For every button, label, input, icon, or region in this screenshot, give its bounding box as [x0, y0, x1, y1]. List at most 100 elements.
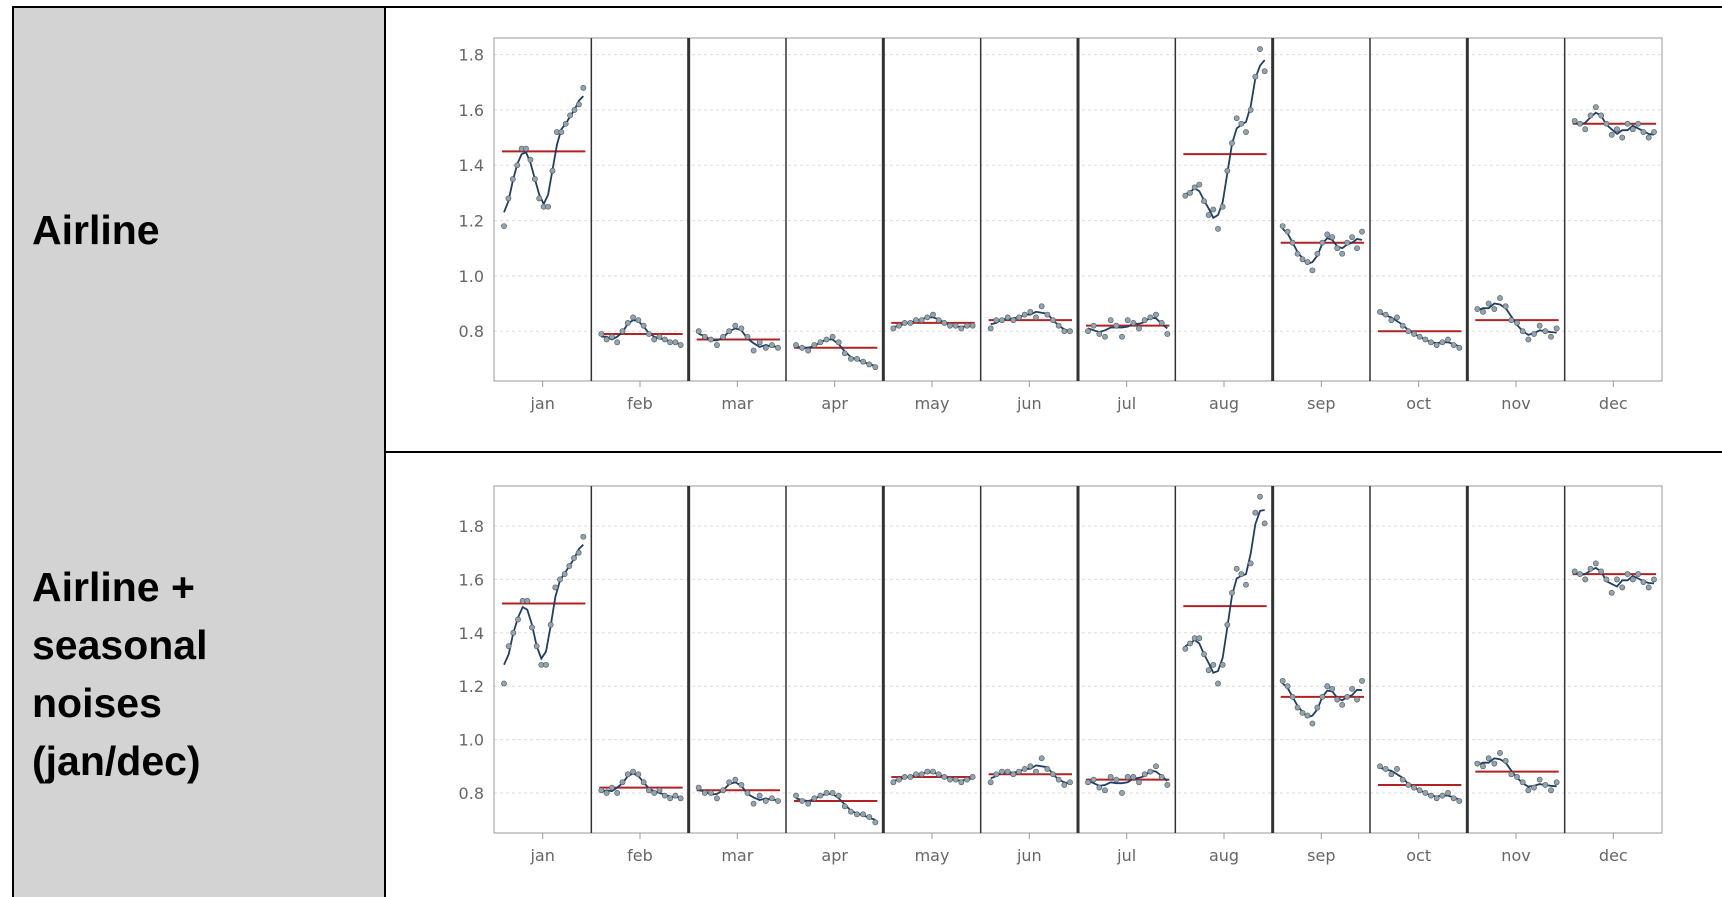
- data-point: [775, 798, 781, 804]
- data-point: [913, 771, 919, 778]
- data-point: [1334, 245, 1341, 252]
- data-point: [805, 347, 812, 354]
- data-point: [1603, 120, 1610, 127]
- data-point: [1334, 696, 1341, 703]
- data-point: [1205, 212, 1212, 218]
- data-point: [701, 790, 708, 796]
- data-point: [714, 342, 720, 348]
- data-point: [1136, 779, 1142, 786]
- month-panel-aug: [1182, 493, 1268, 687]
- y-tick-label: 1.8: [459, 46, 484, 65]
- data-point: [656, 787, 663, 794]
- data-point: [848, 808, 854, 815]
- data-point: [529, 624, 535, 631]
- data-point: [1243, 581, 1249, 588]
- data-point: [1201, 198, 1207, 205]
- month-panel-jun: [987, 303, 1073, 335]
- data-point: [866, 814, 873, 820]
- data-point: [1416, 333, 1423, 340]
- data-point: [1243, 129, 1249, 135]
- data-point: [738, 782, 745, 788]
- data-point: [1542, 328, 1549, 335]
- data-point: [1354, 245, 1360, 252]
- data-point: [1571, 118, 1578, 124]
- data-point: [1508, 317, 1515, 324]
- data-point: [1491, 760, 1498, 767]
- x-tick-label: jul: [1116, 846, 1136, 865]
- data-point: [624, 771, 631, 778]
- row-label-line: (jan/dec): [32, 738, 201, 784]
- data-point: [619, 328, 626, 335]
- data-point: [1261, 68, 1268, 75]
- data-point: [1388, 771, 1395, 778]
- y-tick-label: 1.2: [459, 677, 484, 696]
- data-point: [999, 768, 1005, 775]
- data-point: [1016, 314, 1022, 321]
- data-point: [756, 792, 763, 799]
- data-point: [1299, 709, 1306, 716]
- data-point: [866, 361, 873, 368]
- data-point: [1619, 134, 1626, 141]
- data-point: [935, 771, 942, 778]
- data-point: [1247, 560, 1254, 567]
- data-point: [1399, 776, 1406, 783]
- data-point: [1519, 779, 1526, 786]
- trend-line: [1574, 566, 1655, 588]
- data-point: [677, 342, 684, 348]
- data-point: [726, 779, 733, 786]
- data-point: [1102, 787, 1108, 794]
- data-point: [1153, 763, 1159, 770]
- data-point: [1153, 311, 1159, 318]
- data-point: [1339, 701, 1346, 708]
- data-point: [1224, 621, 1231, 628]
- data-point: [1405, 328, 1412, 335]
- data-point: [533, 643, 540, 650]
- data-point: [1304, 259, 1311, 265]
- data-point: [1124, 317, 1131, 324]
- data-point: [514, 162, 521, 169]
- data-point: [1164, 782, 1171, 788]
- data-point: [1090, 322, 1097, 329]
- data-point: [667, 339, 673, 346]
- data-point: [609, 784, 615, 791]
- month-panel-feb: [598, 768, 684, 802]
- data-point: [1158, 774, 1165, 780]
- data-point: [1491, 306, 1498, 312]
- data-point: [720, 787, 726, 794]
- data-point: [793, 342, 799, 348]
- data-point: [1187, 640, 1193, 647]
- data-point: [918, 771, 925, 778]
- data-point: [1021, 311, 1028, 318]
- y-tick-label: 1.4: [459, 156, 484, 175]
- data-point: [1349, 685, 1355, 692]
- data-point: [1238, 571, 1245, 577]
- y-tick-label: 1.0: [459, 731, 484, 750]
- data-point: [1608, 131, 1615, 138]
- month-panel-mar: [695, 776, 781, 807]
- data-point: [907, 774, 914, 780]
- data-point: [1182, 192, 1189, 199]
- data-point: [1141, 317, 1148, 324]
- data-point: [1304, 712, 1311, 719]
- data-point: [1196, 635, 1203, 642]
- data-point: [999, 317, 1005, 324]
- data-point: [1096, 784, 1103, 791]
- data-point: [1339, 250, 1346, 257]
- data-point: [1485, 755, 1492, 762]
- data-point: [1096, 331, 1103, 337]
- data-point: [1107, 774, 1114, 780]
- month-panel-dec: [1571, 104, 1657, 141]
- data-point: [941, 774, 948, 780]
- data-point: [726, 328, 733, 335]
- data-point: [1067, 779, 1073, 786]
- data-point: [720, 333, 726, 340]
- data-point: [1038, 755, 1045, 762]
- data-point: [1215, 680, 1221, 687]
- trend-line: [1574, 111, 1655, 136]
- data-point: [571, 555, 577, 561]
- data-point: [1061, 328, 1068, 335]
- data-point: [1635, 571, 1642, 577]
- month-panel-apr: [793, 333, 879, 371]
- data-point: [562, 120, 569, 127]
- data-point: [552, 584, 559, 591]
